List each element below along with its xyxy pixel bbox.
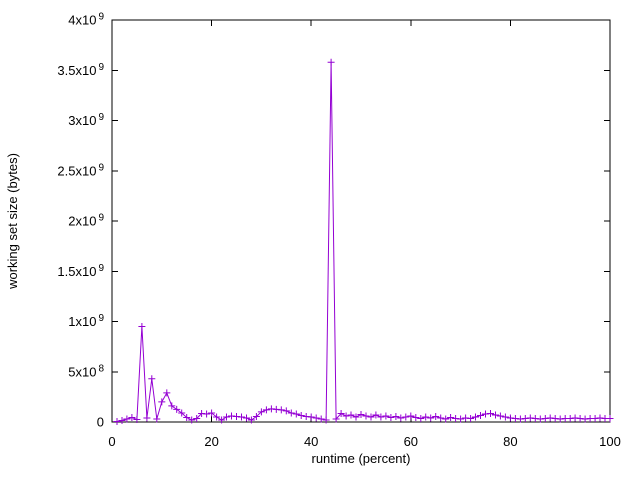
data-point-marker: [417, 415, 425, 422]
data-point-marker: [347, 411, 355, 419]
data-point-marker: [357, 411, 365, 418]
data-point-marker: [193, 415, 201, 422]
y-tick-label: 3x10 9: [68, 112, 104, 128]
data-point-marker: [477, 412, 484, 419]
data-point-marker: [432, 413, 440, 420]
data-point-marker: [262, 406, 270, 414]
data-point-marker: [397, 414, 405, 422]
data-point-marker: [247, 416, 255, 424]
data-point-marker: [158, 398, 166, 406]
data-point-marker: [492, 411, 499, 419]
data-point-marker: [287, 409, 295, 417]
y-tick-label: 4x10 9: [68, 12, 104, 28]
data-point-marker: [496, 412, 504, 420]
data-point-marker: [437, 414, 445, 422]
data-point-marker: [392, 413, 400, 420]
data-point-marker: [163, 389, 171, 397]
data-point-marker: [407, 412, 415, 420]
data-point-marker: [362, 412, 370, 420]
data-series-line: [116, 62, 610, 422]
data-point-marker: [342, 412, 350, 420]
plot-area: 0 20 40 60 80 100 0 5x10 8 1x10 9 1.5x10 9 2x10 9 2.5x1…: [57, 12, 620, 450]
data-point-marker: [277, 406, 285, 414]
data-point-marker: [457, 415, 465, 423]
data-point-marker: [337, 410, 345, 417]
data-point-marker: [297, 412, 305, 419]
data-point-marker: [223, 413, 230, 421]
x-tick-label: 40: [304, 434, 318, 449]
x-tick-label: 100: [599, 434, 621, 449]
data-point-marker: [412, 414, 420, 421]
data-point-marker: [282, 407, 290, 415]
data-point-marker: [472, 413, 479, 421]
plot-border: [111, 19, 611, 423]
data-point-marker: [322, 416, 330, 424]
data-point-marker: [352, 413, 360, 421]
data-point-marker: [372, 411, 380, 419]
data-point-marker: [387, 414, 395, 421]
data-point-marker: [208, 409, 216, 417]
data-point-marker: [218, 416, 226, 424]
data-point-marker: [307, 413, 315, 421]
y-tick-label: 2x10 9: [68, 213, 104, 229]
data-point-marker: [238, 413, 245, 421]
data-point-marker: [138, 323, 146, 330]
y-tick-label: 3.5x10 9: [57, 62, 104, 78]
data-point-marker: [447, 414, 455, 421]
data-point-marker: [427, 414, 435, 422]
x-tick-label: 60: [404, 434, 418, 449]
data-point-marker: [367, 413, 375, 421]
data-point-marker: [317, 415, 325, 423]
data-point-marker: [377, 413, 385, 421]
data-point-marker: [148, 375, 156, 383]
data-point-marker: [252, 413, 260, 420]
x-tick-label: 80: [503, 434, 517, 449]
data-point-marker: [487, 410, 494, 417]
data-point-marker: [173, 405, 181, 413]
x-tick-label: 0: [108, 434, 115, 449]
data-point-marker: [402, 413, 410, 421]
y-tick-label: 2.5x10 9: [57, 162, 104, 178]
y-tick-label: 5x10 8: [68, 363, 104, 379]
data-point-marker: [118, 417, 126, 424]
x-axis-title: runtime (percent): [312, 451, 411, 466]
data-point-marker: [183, 414, 191, 421]
x-tick-label: 20: [204, 434, 218, 449]
data-point-marker: [213, 413, 221, 421]
data-point-marker: [501, 413, 509, 421]
y-axis-title: working set size (bytes): [5, 153, 20, 290]
data-point-marker: [203, 410, 211, 418]
data-point-marker: [467, 415, 475, 422]
data-point-marker: [153, 415, 161, 423]
data-point-marker: [133, 416, 141, 423]
y-tick-label: 1x10 9: [68, 313, 104, 329]
data-point-marker: [327, 58, 335, 66]
data-point-marker: [332, 415, 340, 423]
data-point-marker: [113, 418, 121, 425]
data-point-marker: [188, 416, 196, 424]
data-point-marker: [178, 409, 186, 417]
data-point-marker: [382, 412, 390, 420]
data-point-marker: [422, 413, 430, 421]
data-point-marker: [143, 414, 151, 422]
data-point-marker: [257, 408, 265, 416]
data-point-marker: [292, 410, 300, 418]
data-point-marker: [606, 415, 614, 422]
data-point-marker: [243, 414, 250, 422]
y-tick-label: 0: [97, 415, 104, 430]
data-point-marker: [442, 415, 450, 423]
data-point-marker: [123, 415, 131, 423]
data-point-marker: [128, 414, 136, 421]
data-point-marker: [312, 414, 320, 422]
data-point-marker: [168, 402, 176, 410]
y-tick-label: 1.5x10 9: [57, 263, 104, 279]
